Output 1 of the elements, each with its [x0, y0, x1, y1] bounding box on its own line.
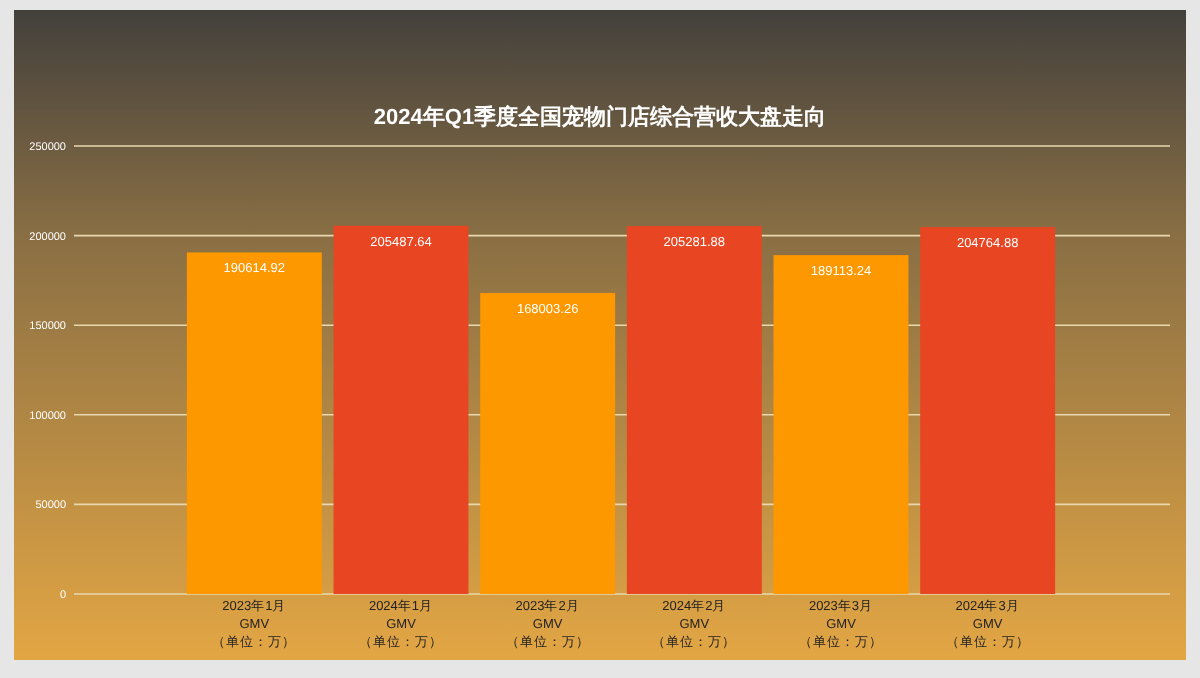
chart-title: 2024年Q1季度全国宠物门店综合营收大盘走向 [373, 104, 827, 130]
